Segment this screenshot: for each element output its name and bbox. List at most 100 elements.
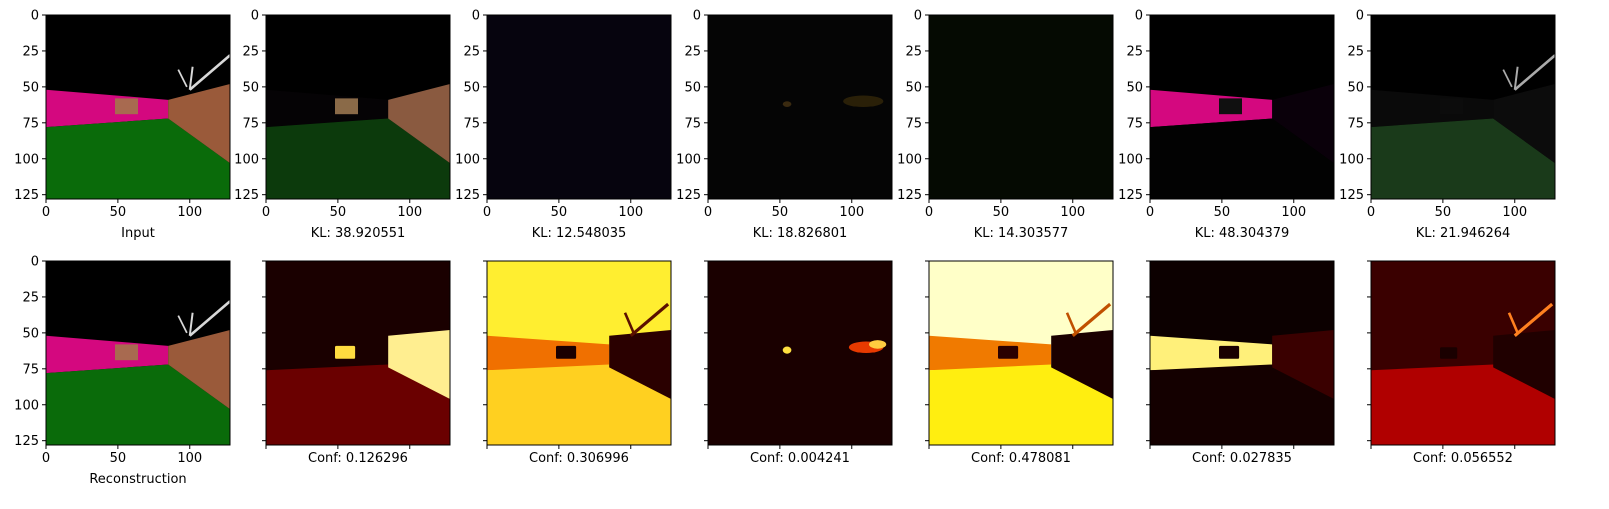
heat-floor bbox=[266, 364, 450, 445]
heat-spot bbox=[556, 345, 577, 359]
y-tick-label: 25 bbox=[22, 290, 39, 305]
y-tick-label: 0 bbox=[914, 9, 922, 24]
heat-floor bbox=[1150, 364, 1334, 445]
axes-frame bbox=[928, 260, 1114, 446]
x-tick-label: 100 bbox=[1502, 205, 1527, 220]
heat-spot bbox=[1219, 345, 1240, 359]
panel-image-r1-c4 bbox=[929, 261, 1113, 445]
x-tick-label: 0 bbox=[42, 205, 50, 220]
panel-caption: KL: 14.303577 bbox=[974, 226, 1069, 241]
right-wall bbox=[1272, 84, 1334, 164]
x-tick-label: 100 bbox=[618, 205, 643, 220]
heat-antenna bbox=[1513, 302, 1554, 337]
y-tick-label: 125 bbox=[676, 188, 701, 203]
x-tick-label: 0 bbox=[262, 205, 270, 220]
panel-caption: Conf: 0.478081 bbox=[971, 451, 1071, 466]
antenna-line bbox=[188, 312, 194, 336]
y-tick-label: 25 bbox=[22, 44, 39, 59]
y-tick-label: 125 bbox=[455, 188, 480, 203]
y-tick-label: 125 bbox=[897, 188, 922, 203]
y-tick-label: 50 bbox=[684, 80, 701, 95]
y-tick-label: 50 bbox=[463, 80, 480, 95]
x-tick-label: 50 bbox=[110, 451, 127, 466]
panel-image-r1-c5 bbox=[1150, 261, 1334, 445]
antenna-line bbox=[188, 54, 230, 91]
axes-frame bbox=[1149, 260, 1335, 446]
x-tick-label: 0 bbox=[925, 205, 933, 220]
y-tick-label: 25 bbox=[1126, 44, 1143, 59]
panel-image-r1-c3 bbox=[708, 261, 892, 445]
heat-hotspot bbox=[782, 346, 792, 354]
dark-fill bbox=[929, 15, 1113, 199]
heat-antenna bbox=[629, 302, 670, 337]
y-tick-label: 0 bbox=[1135, 9, 1143, 24]
y-tick-label: 25 bbox=[463, 44, 480, 59]
y-tick-label: 50 bbox=[242, 80, 259, 95]
right-wall bbox=[168, 330, 230, 410]
y-tick-label: 75 bbox=[463, 116, 480, 131]
dark-fill bbox=[487, 15, 671, 199]
y-tick-label: 100 bbox=[897, 152, 922, 167]
heat-band bbox=[1371, 335, 1494, 371]
floor bbox=[46, 364, 230, 445]
floor bbox=[266, 118, 450, 199]
heat-wall bbox=[1493, 330, 1555, 399]
floor bbox=[1371, 118, 1555, 199]
y-tick-label: 125 bbox=[1339, 188, 1364, 203]
y-tick-label: 75 bbox=[1126, 116, 1143, 131]
panel-image-r0-c3 bbox=[708, 15, 892, 199]
y-tick-label: 75 bbox=[242, 116, 259, 131]
antenna-line bbox=[188, 300, 230, 337]
y-tick-label: 50 bbox=[1347, 80, 1364, 95]
x-tick-label: 100 bbox=[839, 205, 864, 220]
antenna-line bbox=[177, 315, 188, 334]
y-tick-label: 75 bbox=[22, 362, 39, 377]
x-tick-label: 0 bbox=[1367, 205, 1375, 220]
floor bbox=[46, 118, 230, 199]
floor bbox=[1150, 118, 1334, 199]
panel-caption: Conf: 0.056552 bbox=[1413, 451, 1513, 466]
panel-image-r1-c0 bbox=[46, 261, 230, 445]
x-tick-label: 100 bbox=[177, 451, 202, 466]
panel-caption: Conf: 0.004241 bbox=[750, 451, 850, 466]
axes-frame bbox=[486, 260, 672, 446]
axes-frame bbox=[1370, 260, 1556, 446]
axes-frame bbox=[928, 14, 1114, 200]
x-tick-label: 0 bbox=[42, 451, 50, 466]
y-tick-label: 0 bbox=[472, 9, 480, 24]
x-tick-label: 50 bbox=[993, 205, 1010, 220]
heat-antenna bbox=[1065, 312, 1077, 334]
y-tick-label: 25 bbox=[242, 44, 259, 59]
heat-floor bbox=[487, 364, 671, 445]
panel-caption: KL: 12.548035 bbox=[532, 226, 627, 241]
x-tick-label: 0 bbox=[1146, 205, 1154, 220]
panel-caption: KL: 38.920551 bbox=[311, 226, 406, 241]
axes-frame bbox=[486, 14, 672, 200]
center-box bbox=[115, 98, 138, 115]
heat-spot bbox=[998, 345, 1019, 359]
y-tick-label: 50 bbox=[1126, 80, 1143, 95]
panel-image-r0-c6 bbox=[1371, 15, 1555, 199]
panel-image-r1-c1 bbox=[266, 261, 450, 445]
x-tick-label: 100 bbox=[1060, 205, 1085, 220]
y-tick-label: 50 bbox=[22, 80, 39, 95]
y-tick-label: 25 bbox=[1347, 44, 1364, 59]
heat-floor bbox=[929, 364, 1113, 445]
y-tick-label: 0 bbox=[693, 9, 701, 24]
y-tick-label: 0 bbox=[251, 9, 259, 24]
y-tick-label: 75 bbox=[905, 116, 922, 131]
x-tick-label: 0 bbox=[704, 205, 712, 220]
x-tick-label: 50 bbox=[772, 205, 789, 220]
center-box bbox=[335, 98, 358, 115]
right-wall bbox=[1493, 84, 1555, 164]
x-tick-label: 50 bbox=[1435, 205, 1452, 220]
axes-frame bbox=[707, 260, 893, 446]
panel-image-r0-c2 bbox=[487, 15, 671, 199]
panel-caption: KL: 48.304379 bbox=[1195, 226, 1290, 241]
y-tick-label: 100 bbox=[676, 152, 701, 167]
right-wall bbox=[168, 84, 230, 164]
axes-frame bbox=[1149, 14, 1335, 200]
antenna-line bbox=[1513, 66, 1519, 90]
heat-band bbox=[929, 335, 1052, 371]
axes-frame bbox=[1370, 14, 1556, 200]
